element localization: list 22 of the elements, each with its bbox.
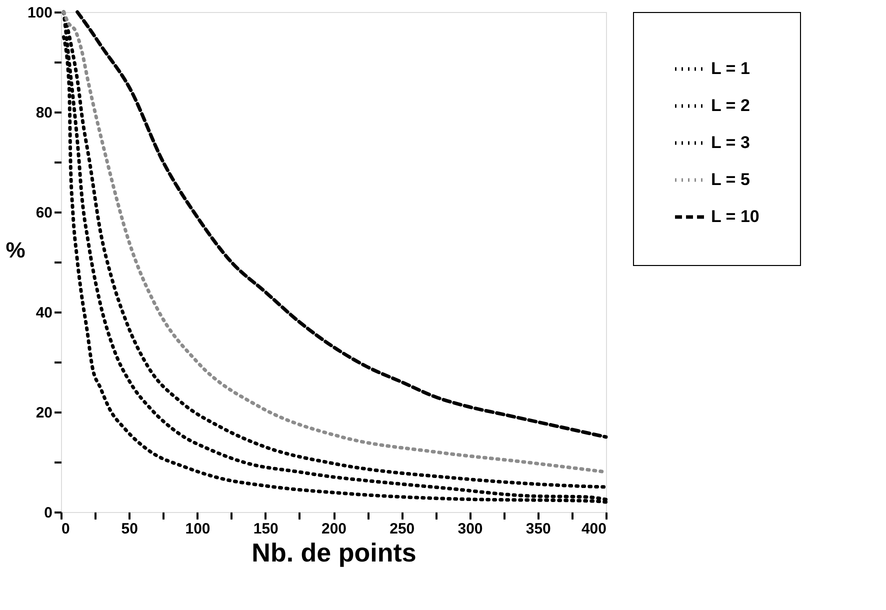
legend-label: L = 5	[711, 170, 750, 189]
y-tick-label: 0	[44, 504, 52, 522]
x-tick-label: 200	[321, 520, 347, 538]
y-tick-label: 40	[36, 304, 52, 322]
x-tick-label: 400	[581, 520, 606, 538]
x-tick-label: 50	[121, 520, 138, 538]
legend-label: L = 1	[711, 59, 750, 78]
y-tick-label: 20	[36, 404, 52, 422]
x-tick-label: 150	[253, 520, 278, 538]
x-axis-title: Nb. de points	[252, 538, 416, 568]
legend-label: L = 2	[711, 96, 750, 115]
y-tick-label: 80	[36, 104, 52, 122]
x-tick-label: 300	[458, 520, 483, 538]
legend-label: L = 3	[711, 133, 750, 152]
x-tick-label: 0	[62, 520, 70, 538]
y-tick-label: 100	[27, 4, 52, 22]
x-tick-label: 350	[526, 520, 551, 538]
y-tick-label: 60	[36, 204, 52, 222]
x-tick-label: 100	[185, 520, 210, 538]
x-tick-label: 250	[390, 520, 415, 538]
y-axis-title: %	[6, 238, 26, 262]
legend-label: L = 10	[711, 207, 760, 226]
